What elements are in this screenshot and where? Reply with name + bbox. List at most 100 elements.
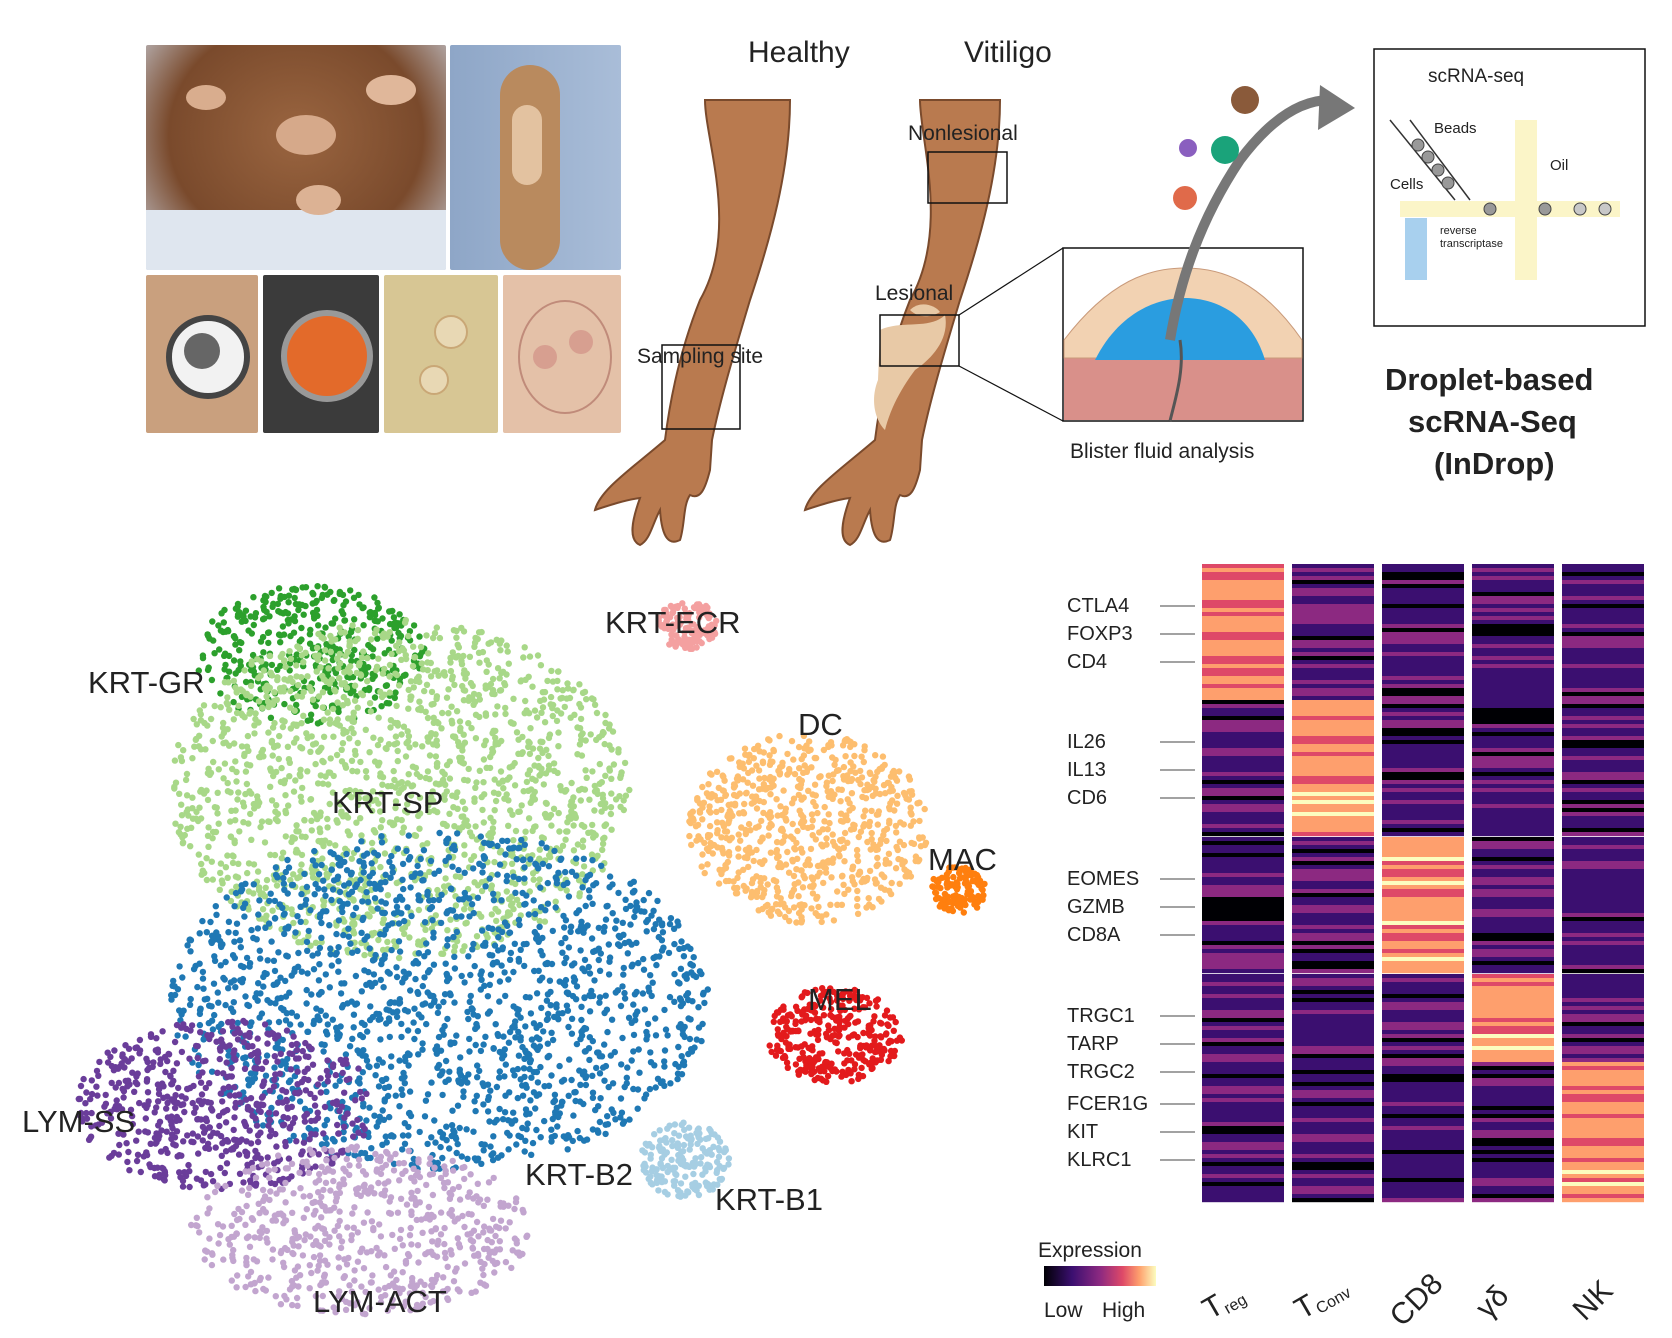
heatmap-cell	[1292, 1074, 1374, 1079]
heatmap-cell	[1562, 1022, 1644, 1027]
heatmap-cell	[1472, 1070, 1554, 1075]
heatmap-cell	[1292, 664, 1374, 669]
heatmap-cell	[1292, 889, 1374, 894]
heatmap-cell	[1562, 913, 1644, 918]
scrna-cells: Cells	[1390, 176, 1424, 193]
heatmap-cell	[1292, 656, 1374, 661]
heatmap-cell	[1562, 1114, 1644, 1119]
heatmap-cell	[1472, 804, 1554, 809]
heatmap-cell	[1292, 1134, 1374, 1139]
heatmap-cell	[1472, 760, 1554, 765]
heatmap-cell	[1202, 748, 1284, 753]
heatmap-cell	[1562, 568, 1644, 573]
heatmap-cell	[1472, 1182, 1554, 1187]
heatmap-cell	[1202, 732, 1284, 737]
heatmap-cell	[1382, 628, 1464, 633]
heatmap-cell	[1202, 700, 1284, 705]
heatmap-cell	[1382, 845, 1464, 850]
heatmap-cell	[1472, 841, 1554, 846]
heatmap-cell	[1562, 1130, 1644, 1135]
heatmap-cell	[1472, 1050, 1554, 1055]
heatmap-cell	[1562, 1122, 1644, 1127]
heatmap-cell	[1472, 1078, 1554, 1083]
heatmap-cell	[1382, 732, 1464, 737]
heatmap-cell	[1562, 1158, 1644, 1163]
heatmap-cell	[1292, 772, 1374, 777]
heatmap-cell	[1472, 596, 1554, 601]
heatmap-cell	[1562, 917, 1644, 922]
heatmap-cell	[1562, 1034, 1644, 1039]
heatmap-cell	[1292, 620, 1374, 625]
heatmap-cell	[1382, 1078, 1464, 1083]
heatmap-cell	[1202, 616, 1284, 621]
heatmap-cell	[1562, 580, 1644, 585]
heatmap-cell	[1292, 728, 1374, 733]
heatmap-cell	[1472, 961, 1554, 966]
heatmap-cell	[1202, 978, 1284, 983]
gene-label: FCER1G	[1067, 1093, 1148, 1115]
heatmap-cell	[1202, 1170, 1284, 1175]
heatmap-cell	[1472, 568, 1554, 573]
heatmap-cell	[1562, 680, 1644, 685]
heatmap-cell	[1382, 1014, 1464, 1019]
heatmap-cell	[1472, 921, 1554, 926]
cluster-label-krt-b2: KRT-B2	[525, 1157, 633, 1192]
heatmap-cell	[1562, 905, 1644, 910]
heatmap-cell	[1292, 998, 1374, 1003]
heatmap-cell	[1562, 812, 1644, 817]
heatmap-cell	[1292, 740, 1374, 745]
heatmap-cell	[1202, 828, 1284, 833]
heatmap-cell	[1382, 736, 1464, 741]
heatmap-cell	[1202, 877, 1284, 882]
heatmap-cell	[1382, 692, 1464, 697]
heatmap-cell	[1562, 668, 1644, 673]
heatmap-cell	[1472, 929, 1554, 934]
heatmap-cell	[1472, 728, 1554, 733]
heatmap-cell	[1382, 933, 1464, 938]
heatmap-cell	[1292, 808, 1374, 813]
heatmap-cell	[1562, 608, 1644, 613]
heatmap-cell	[1202, 688, 1284, 693]
heatmap-cell	[1472, 1162, 1554, 1167]
photo-blisters-2	[503, 275, 621, 433]
heatmap-cell	[1292, 994, 1374, 999]
heatmap-cell	[1562, 768, 1644, 773]
heatmap-cell	[1382, 905, 1464, 910]
heatmap-cell	[1292, 572, 1374, 577]
heatmap-cell	[1562, 792, 1644, 797]
label-vitiligo: Vitiligo	[964, 36, 1052, 69]
gene-label: FOXP3	[1067, 623, 1133, 645]
heatmap-cell	[1562, 784, 1644, 789]
heatmap-cell	[1472, 1006, 1554, 1011]
heatmap-cell	[1292, 982, 1374, 987]
heatmap-cell	[1202, 800, 1284, 805]
heatmap-cell	[1562, 949, 1644, 954]
heatmap-cell	[1202, 1186, 1284, 1191]
heatmap-cell	[1562, 1010, 1644, 1015]
heatmap-cell	[1472, 772, 1554, 777]
heatmap-cell	[1292, 1178, 1374, 1183]
heatmap-cell	[1202, 865, 1284, 870]
heatmap-cell	[1472, 986, 1554, 991]
heatmap-cell	[1472, 957, 1554, 962]
heatmap-cell	[1562, 1150, 1644, 1155]
heatmap-cell	[1292, 624, 1374, 629]
heatmap-cell	[1202, 1038, 1284, 1043]
heatmap-cell	[1382, 1070, 1464, 1075]
heatmap-cell	[1292, 849, 1374, 854]
heatmap-cell	[1202, 1082, 1284, 1087]
heatmap-cell	[1202, 837, 1284, 842]
heatmap-cell	[1292, 921, 1374, 926]
heatmap-cell	[1202, 1154, 1284, 1159]
heatmap-cell	[1472, 1082, 1554, 1087]
heatmap-cell	[1292, 1118, 1374, 1123]
heatmap-cell	[1472, 1038, 1554, 1043]
cluster-label-lym-ss: LYM-SS	[22, 1104, 135, 1139]
heatmap-cell	[1202, 608, 1284, 613]
heatmap-cell	[1472, 905, 1554, 910]
heatmap-cell	[1562, 700, 1644, 705]
heatmap-cell	[1292, 945, 1374, 950]
heatmap-cell	[1202, 720, 1284, 725]
heatmap-cell	[1382, 1090, 1464, 1095]
heatmap-cell	[1382, 1086, 1464, 1091]
